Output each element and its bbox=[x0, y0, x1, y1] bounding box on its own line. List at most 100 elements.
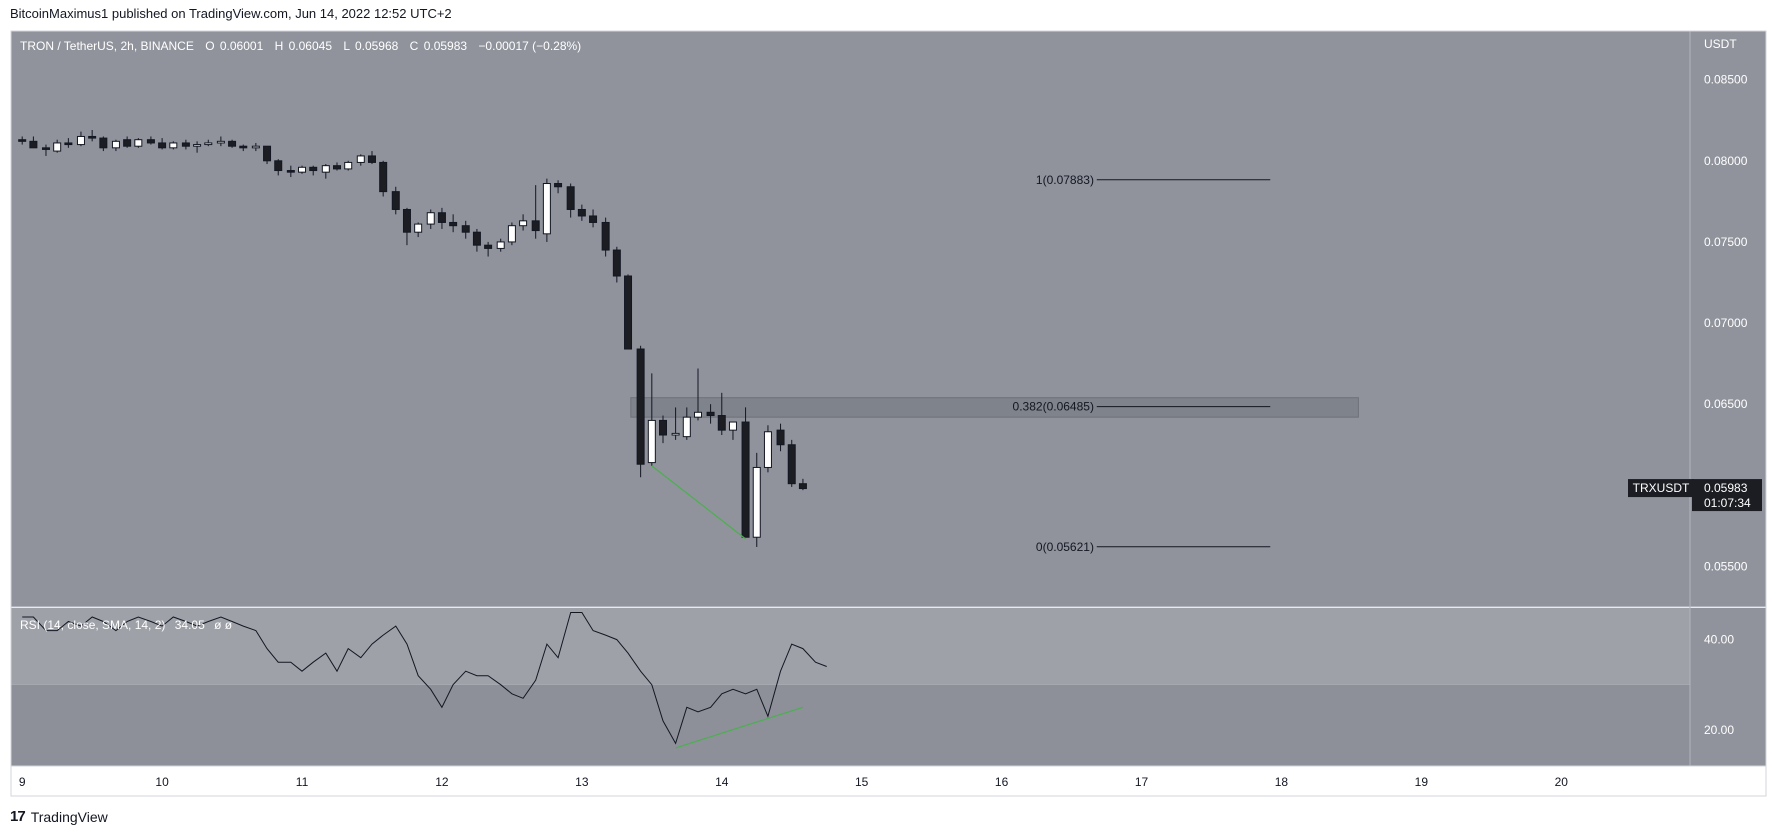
candle bbox=[379, 160, 388, 197]
candle bbox=[426, 209, 435, 229]
candle bbox=[461, 220, 470, 239]
price-label-symbol: TRXUSDT bbox=[1633, 481, 1690, 495]
candle bbox=[472, 228, 481, 252]
candle bbox=[181, 139, 190, 150]
candle-body bbox=[426, 212, 435, 225]
rsi-value: 34.05 bbox=[175, 618, 205, 632]
candle bbox=[531, 185, 540, 239]
resistance-zone[interactable] bbox=[630, 397, 1359, 418]
candle-body bbox=[647, 419, 656, 464]
candle-body bbox=[146, 139, 155, 144]
fib-label: 0(0.05621) bbox=[1036, 540, 1094, 554]
candle-body bbox=[484, 244, 493, 249]
rsi-legend-label: RSI (14, close, SMA, 14, 2) bbox=[20, 618, 165, 632]
candle-body bbox=[76, 135, 85, 146]
candle bbox=[741, 407, 750, 538]
candle-body bbox=[414, 223, 423, 233]
candle-body bbox=[344, 161, 353, 170]
candle bbox=[391, 186, 400, 215]
y-tick-label: 0.08500 bbox=[1704, 73, 1748, 87]
candle bbox=[333, 162, 342, 171]
candle bbox=[717, 392, 726, 436]
y-tick-label: 0.07000 bbox=[1704, 316, 1748, 330]
candle-body bbox=[216, 140, 225, 144]
candle-body bbox=[752, 466, 761, 538]
low-label: L bbox=[343, 39, 350, 53]
candle bbox=[402, 207, 411, 246]
tradingview-footer[interactable]: 17 TradingView bbox=[10, 808, 108, 825]
candle-body bbox=[356, 155, 365, 163]
candle bbox=[76, 131, 85, 147]
candle-body bbox=[53, 142, 62, 152]
candle-body bbox=[437, 212, 446, 223]
candle bbox=[228, 139, 237, 148]
divergence-lines[interactable] bbox=[651, 465, 804, 749]
candle bbox=[344, 160, 353, 171]
candle bbox=[99, 136, 108, 152]
rsi-legend: RSI (14, close, SMA, 14, 2) 34.05 ø ø bbox=[20, 618, 233, 632]
candle-body bbox=[41, 147, 50, 150]
main-pane-bg bbox=[11, 31, 1766, 607]
candle bbox=[636, 345, 645, 478]
candle-body bbox=[763, 431, 772, 468]
candle bbox=[589, 209, 598, 228]
low-value: 0.05968 bbox=[355, 39, 399, 53]
candle-body bbox=[449, 221, 458, 227]
candle-body bbox=[193, 144, 202, 147]
svg-text:RSI (14, close, SMA, 14, 2): RSI (14, close, SMA, 14, 2) 34.05 ø ø bbox=[20, 618, 233, 632]
candle-body bbox=[134, 139, 143, 147]
candle-body bbox=[402, 208, 411, 233]
price-divergence-line bbox=[651, 465, 746, 540]
last-price-label: TRXUSDT 0.05983 01:07:34 bbox=[1628, 479, 1762, 512]
x-tick-label: 13 bbox=[575, 775, 589, 789]
candle-body bbox=[601, 221, 610, 251]
axes: 0.085000.080000.075000.070000.065000.060… bbox=[19, 73, 1748, 789]
y-tick-label: 0.07500 bbox=[1704, 235, 1748, 249]
x-tick-label: 11 bbox=[296, 775, 309, 789]
candle-body bbox=[379, 161, 388, 193]
candle-body bbox=[158, 142, 167, 149]
candle bbox=[647, 373, 656, 466]
candle bbox=[111, 139, 120, 152]
rsi-divergence-line bbox=[675, 706, 804, 749]
candle-body bbox=[659, 419, 668, 436]
x-tick-label: 16 bbox=[995, 775, 1009, 789]
candle bbox=[216, 136, 225, 147]
rsi-pane bbox=[22, 612, 827, 745]
close-value: 0.05983 bbox=[424, 39, 468, 53]
tradingview-logo-icon: 17 bbox=[10, 808, 26, 825]
candle bbox=[274, 159, 283, 176]
candle bbox=[542, 178, 551, 242]
candle bbox=[169, 141, 178, 150]
candle-body bbox=[636, 348, 645, 465]
price-label-value: 0.05983 bbox=[1704, 481, 1748, 495]
candle-body bbox=[29, 140, 38, 149]
candle-body bbox=[682, 416, 691, 438]
candle bbox=[18, 136, 27, 145]
close-label: C bbox=[410, 39, 419, 53]
candle bbox=[204, 139, 213, 147]
candle-body bbox=[321, 165, 330, 173]
candle bbox=[53, 139, 62, 153]
candle bbox=[193, 141, 202, 153]
x-tick-label: 9 bbox=[19, 775, 26, 789]
rsi-upper-band bbox=[11, 608, 1690, 685]
x-tick-label: 20 bbox=[1555, 775, 1569, 789]
candle bbox=[624, 274, 633, 350]
candle bbox=[601, 217, 610, 257]
candle-body bbox=[624, 275, 633, 350]
candle bbox=[659, 415, 668, 444]
symbol-name: TRON / TetherUS, 2h, BINANCE bbox=[20, 39, 194, 53]
fib-levels[interactable]: 1(0.07883) 0.382(0.06485) 0(0.05621) bbox=[1013, 173, 1271, 554]
candle-body bbox=[123, 139, 132, 147]
candle bbox=[519, 214, 528, 231]
candle-body bbox=[589, 215, 598, 223]
x-tick-label: 17 bbox=[1135, 775, 1149, 789]
candle-body bbox=[309, 166, 318, 172]
candle bbox=[693, 368, 702, 421]
x-tick-label: 14 bbox=[715, 775, 729, 789]
y-axis-unit: USDT bbox=[1704, 37, 1737, 51]
candle bbox=[566, 183, 575, 218]
candle-body bbox=[728, 421, 737, 431]
